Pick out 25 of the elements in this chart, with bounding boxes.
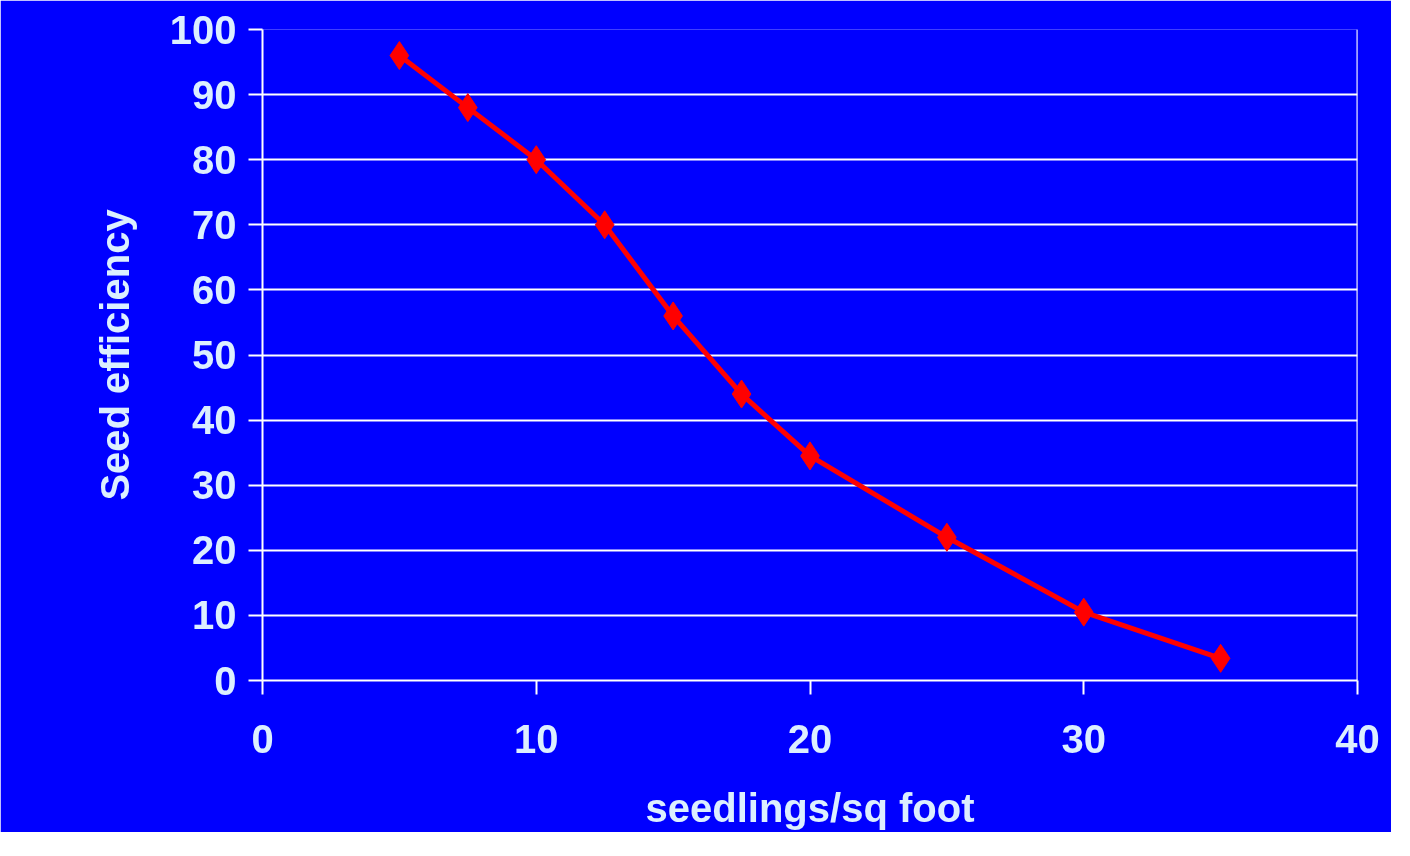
x-tick-label: 20 (787, 716, 833, 761)
y-tick-label: 30 (192, 463, 237, 508)
y-axis-title: Seed efficiency (92, 208, 137, 501)
y-tick-label: 50 (192, 333, 237, 377)
y-tick-label: 10 (192, 593, 237, 638)
y-tick-label: 70 (192, 202, 237, 247)
point (594, 210, 615, 240)
y-tick-label: 100 (169, 7, 237, 52)
point (526, 145, 547, 175)
x-tick-label: 30 (1061, 716, 1106, 761)
x-tick-label: 10 (514, 716, 559, 761)
point (1073, 597, 1094, 627)
y-tick-label: 0 (214, 658, 237, 703)
y-tick-label: 90 (192, 72, 237, 117)
x-axis-title: seedlings/sq foot (645, 785, 975, 830)
point (731, 379, 752, 409)
point (457, 93, 478, 123)
x-tick-label: 0 (251, 716, 274, 761)
point (389, 41, 410, 71)
y-tick-label: 20 (192, 528, 237, 573)
point (1210, 643, 1231, 673)
x-tick-label: 40 (1335, 716, 1380, 761)
y-tick-label: 40 (192, 398, 237, 443)
y-tick-label: 60 (192, 267, 237, 312)
y-tick-label: 80 (192, 137, 237, 182)
